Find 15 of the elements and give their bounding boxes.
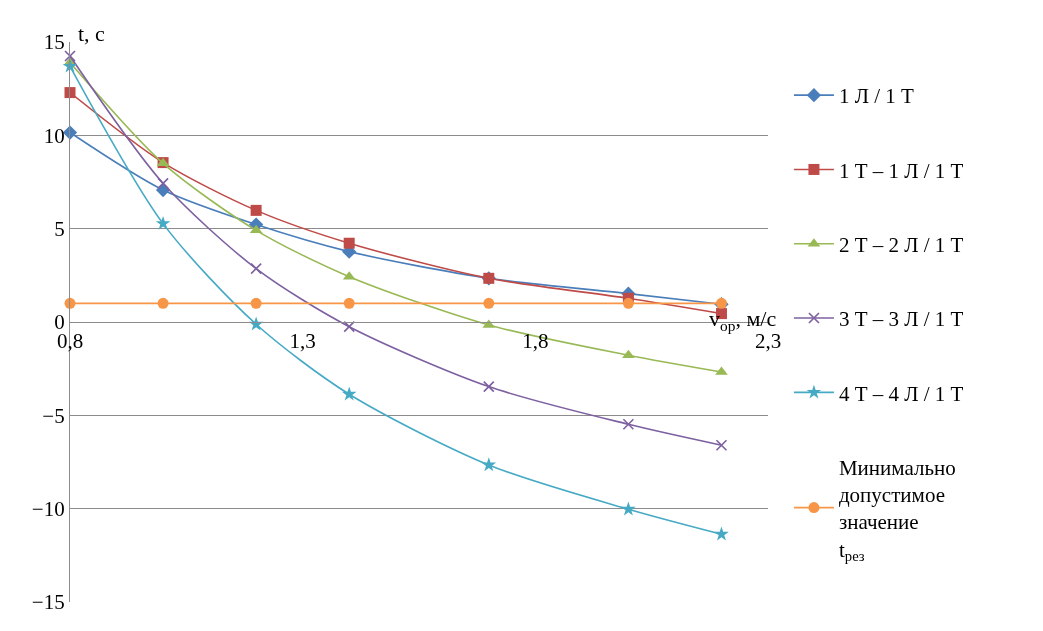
legend-label: 1 Л / 1 Т bbox=[838, 84, 915, 109]
x-tick-label: 1,8 bbox=[522, 329, 549, 354]
y-tick-label: 5 bbox=[54, 217, 65, 242]
y-axis-title: t, с bbox=[78, 21, 106, 46]
legend-label: 4 Т – 4 Л / 1 Т bbox=[838, 381, 964, 406]
y-tick-label: −15 bbox=[31, 590, 65, 615]
legend-label: Минимально допустимое значение t$_{рез}$ bbox=[838, 455, 956, 565]
y-tick-label: 15 bbox=[43, 30, 65, 55]
x-tick-label: 1,3 bbox=[289, 329, 316, 354]
y-tick-label: −5 bbox=[42, 403, 65, 428]
legend-label: 1 Т – 1 Л / 1 Т bbox=[838, 158, 964, 183]
legend-label: 3 Т – 3 Л / 1 Т bbox=[838, 307, 964, 332]
y-tick-label: 10 bbox=[43, 123, 65, 148]
legend-label: 2 Т – 2 Л / 1 Т bbox=[838, 232, 964, 257]
y-tick-label: −10 bbox=[31, 497, 65, 522]
